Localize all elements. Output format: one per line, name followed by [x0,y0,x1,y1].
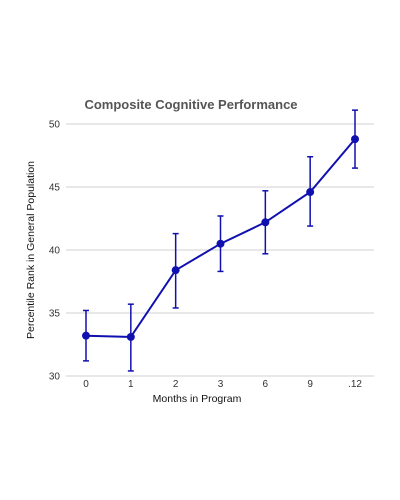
y-tick-label: 30 [49,372,61,383]
x-tick-label: 1 [128,379,134,390]
data-point [261,218,270,227]
data-point [82,331,90,340]
x-tick-label: 3 [218,379,224,390]
data-point [306,188,315,197]
y-axis-label: Percentile Rank in General Population [25,161,37,339]
y-tick-label: 45 [49,183,61,194]
y-tick-label: 50 [49,120,61,131]
data-point [126,332,135,341]
x-tick-label: .12 [348,379,362,390]
data-point [351,135,359,144]
data-point [171,266,180,275]
x-tick-labels: 0 1 2 3 6 9 .12 [83,379,362,390]
x-tick-label: 2 [173,379,179,390]
y-tick-labels: 30 35 40 45 50 [49,120,61,383]
y-tick-label: 35 [49,309,61,320]
chart-title: Composite Cognitive Performance [84,97,297,112]
y-tick-label: 40 [49,246,61,257]
data-points [82,135,359,341]
x-tick-label: 6 [263,379,269,390]
x-tick-label: 9 [307,379,313,390]
x-axis-label: Months in Program [153,393,242,405]
x-tick-label: 0 [83,379,89,390]
data-point [216,239,225,248]
